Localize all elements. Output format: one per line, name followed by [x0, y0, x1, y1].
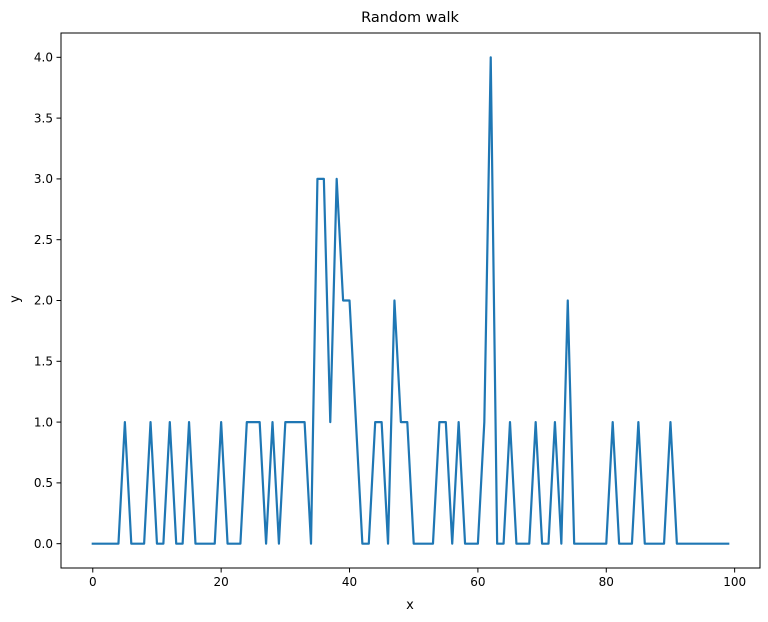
y-tick-label: 4.0 [34, 51, 53, 65]
x-tick-label: 40 [342, 575, 357, 589]
y-axis: 0.0 0.5 1.0 1.5 2.0 2.5 3.0 3.5 4.0 [34, 51, 61, 551]
series-line-0 [91, 56, 730, 545]
x-tick-label: 20 [214, 575, 229, 589]
y-tick-label: 3.5 [34, 111, 53, 125]
x-tick-label: 0 [89, 575, 97, 589]
x-axis: 0 20 40 60 80 100 [89, 568, 746, 589]
x-axis-label: x [406, 598, 414, 613]
y-tick-label: 1.0 [34, 415, 53, 429]
x-tick-label: 80 [599, 575, 614, 589]
y-tick-label: 1.5 [34, 354, 53, 368]
y-axis-label: y [8, 295, 23, 303]
y-tick-label: 2.0 [34, 294, 53, 308]
y-tick-label: 0.0 [34, 537, 53, 551]
y-tick-label: 2.5 [34, 233, 53, 247]
x-tick-label: 60 [470, 575, 485, 589]
y-tick-label: 3.0 [34, 172, 53, 186]
plot-area [60, 32, 761, 569]
chart-title: Random walk [361, 10, 459, 26]
y-tick-label: 0.5 [34, 476, 53, 490]
x-tick-label: 100 [723, 575, 746, 589]
